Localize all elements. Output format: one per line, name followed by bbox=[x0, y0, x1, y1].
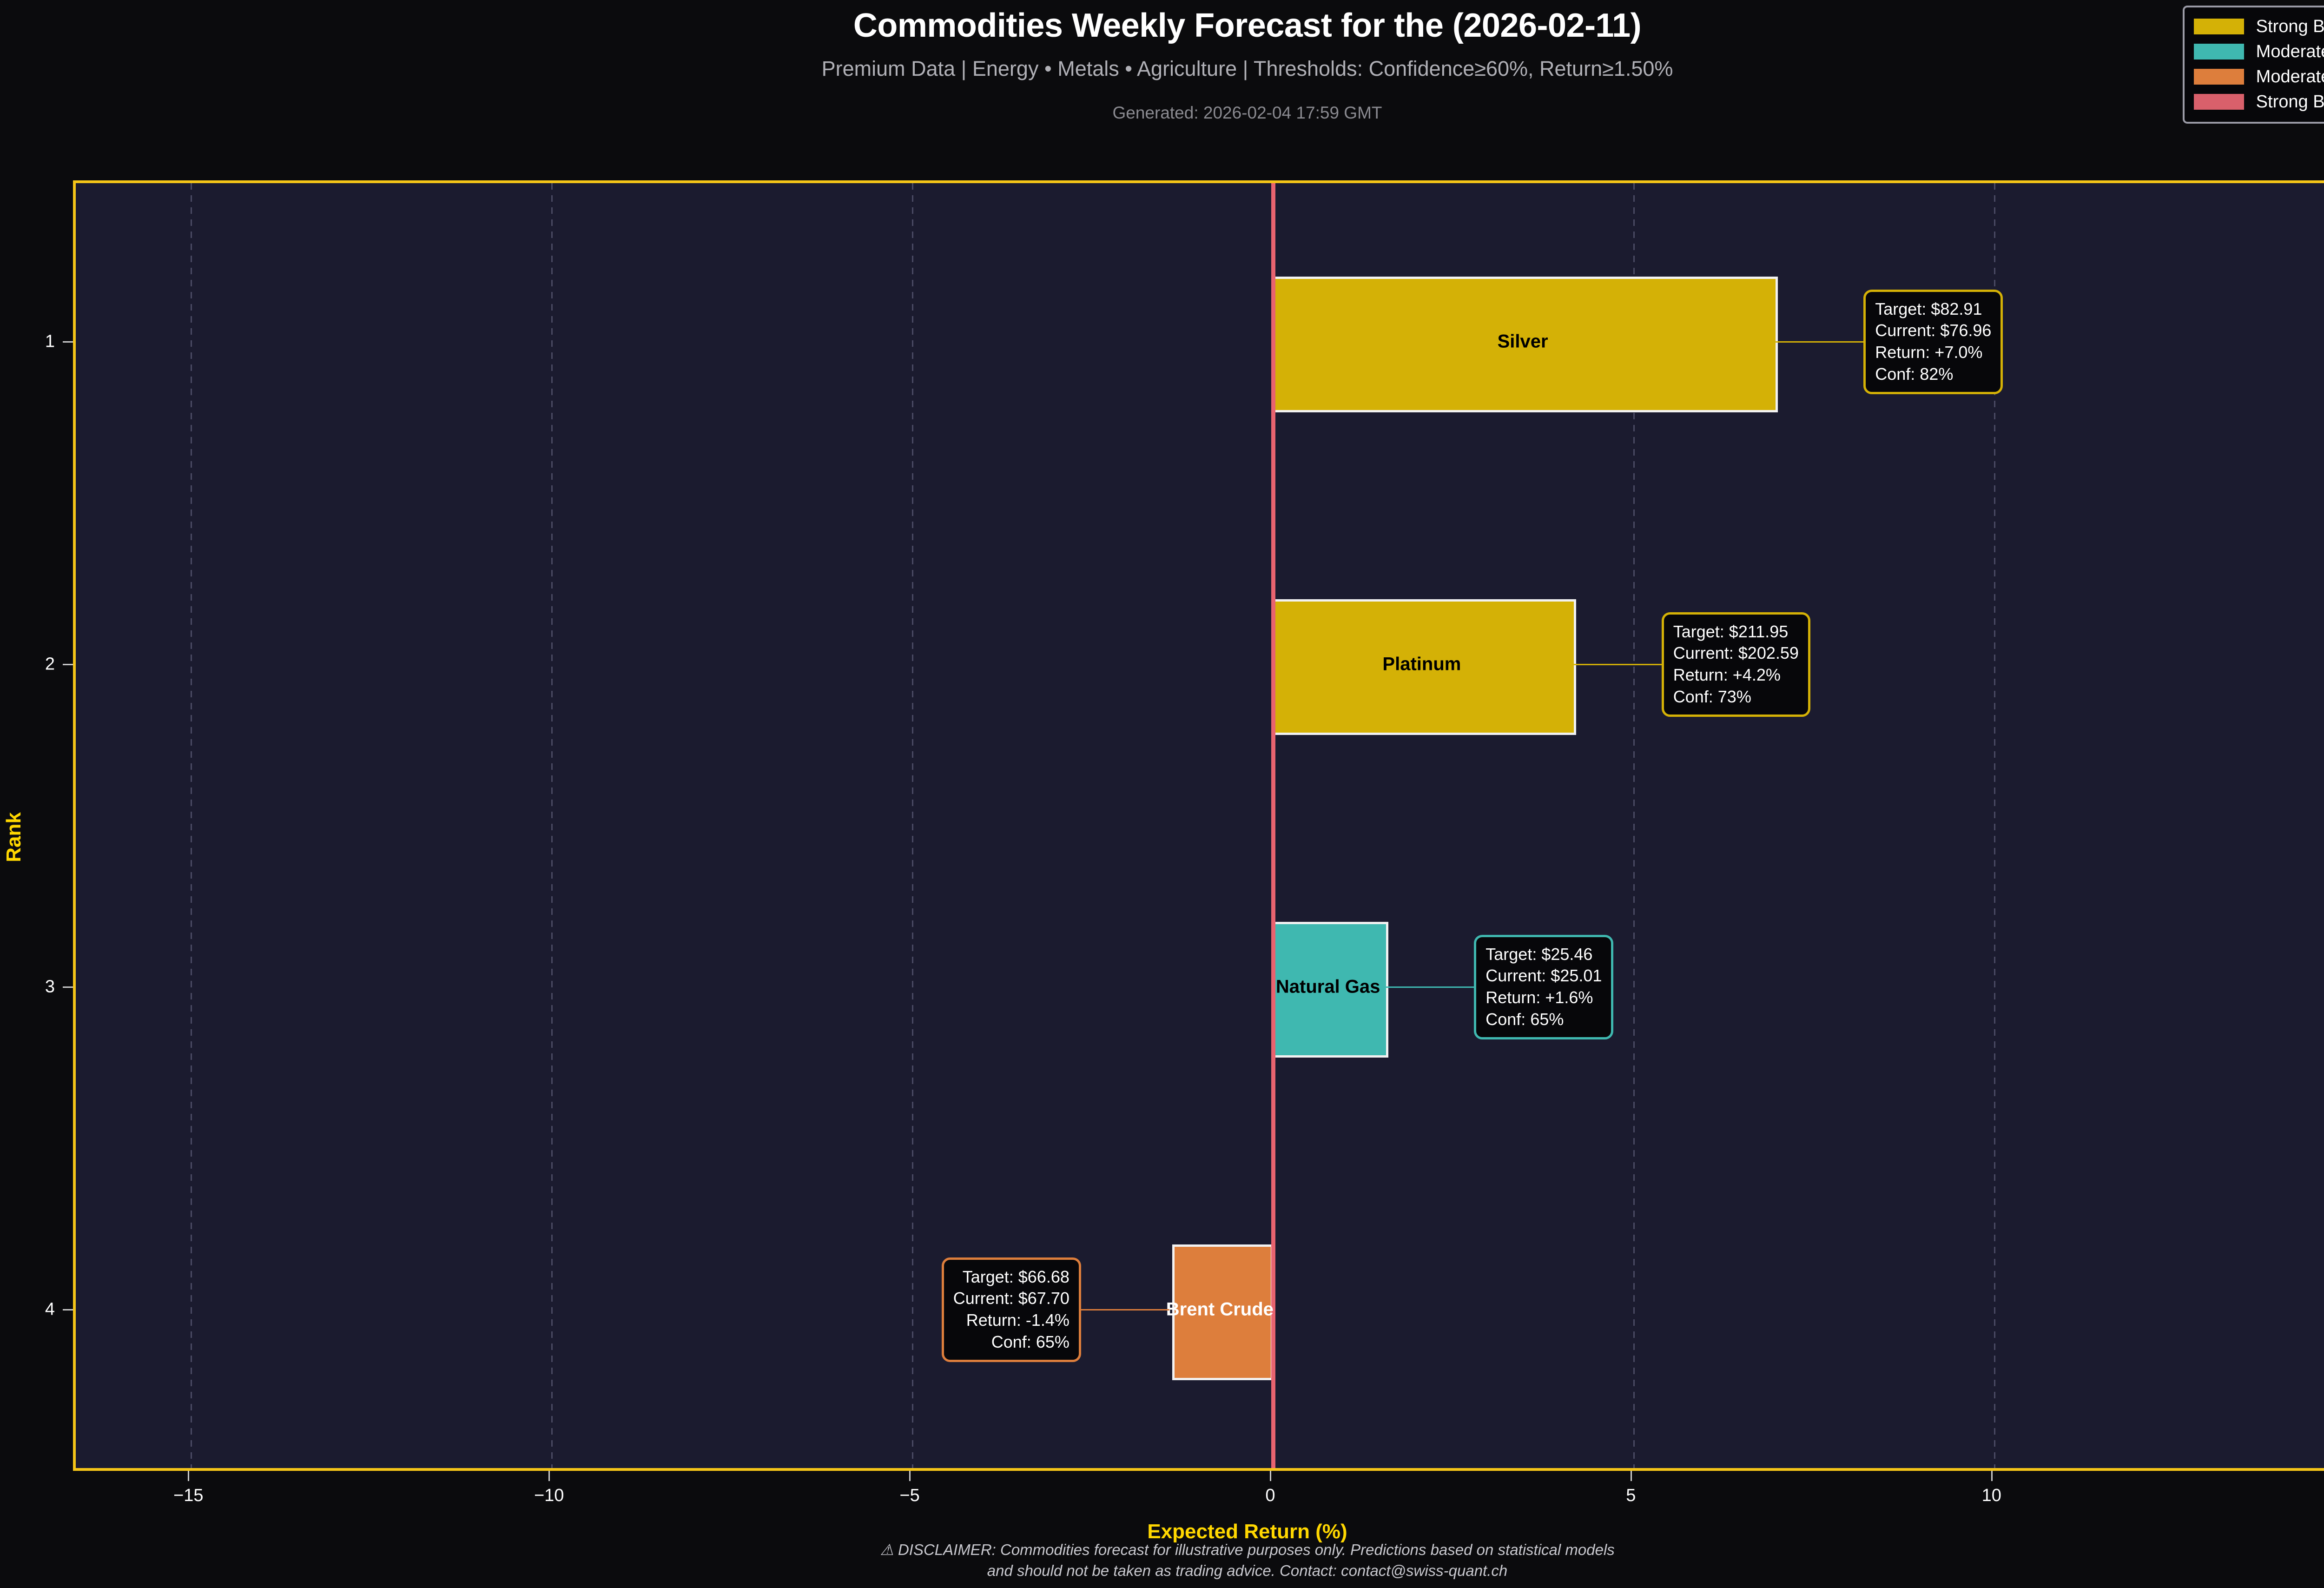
bar-label: Silver bbox=[1497, 331, 1548, 352]
callout-conf: Conf: 65% bbox=[1486, 1009, 1564, 1029]
callout-conf: Conf: 73% bbox=[1673, 687, 1751, 706]
y-axis-tick-label: 4 bbox=[45, 1299, 55, 1319]
callout-current: Current: $67.70 bbox=[953, 1289, 1070, 1308]
disclaimer-line-1: ⚠ DISCLAIMER: Commodities forecast for i… bbox=[880, 1541, 1615, 1558]
generated-timestamp: Generated: 2026-02-04 17:59 GMT bbox=[1112, 103, 1382, 122]
y-axis-tick bbox=[63, 341, 73, 343]
disclaimer-line-2: and should not be taken as trading advic… bbox=[987, 1562, 1508, 1579]
callout-current: Current: $25.01 bbox=[1486, 966, 1602, 986]
bar-label: Platinum bbox=[1382, 654, 1461, 675]
callout-target: Target: $66.68 bbox=[962, 1267, 1070, 1286]
grid-line bbox=[191, 183, 192, 1468]
x-axis-tick bbox=[1991, 1471, 1993, 1481]
callout-return: Return: +1.6% bbox=[1486, 988, 1593, 1007]
y-axis-tick-label: 3 bbox=[45, 977, 55, 997]
callout-return: Return: +7.0% bbox=[1875, 343, 1983, 362]
x-axis-tick-label: −15 bbox=[173, 1486, 204, 1505]
callout-conf: Conf: 65% bbox=[991, 1332, 1070, 1351]
legend-label: Strong Bullish (≥3%) bbox=[2256, 16, 2324, 36]
legend-item: Strong Bearish (≤-3%) bbox=[2193, 89, 2324, 114]
callout-target: Target: $211.95 bbox=[1673, 622, 1789, 641]
grid-line bbox=[1633, 183, 1635, 1468]
grid-line bbox=[551, 183, 553, 1468]
x-axis-label: Expected Return (%) bbox=[1147, 1520, 1347, 1543]
x-axis-tick-label: −10 bbox=[534, 1486, 564, 1505]
y-axis-tick-label: 1 bbox=[45, 331, 55, 351]
callout-platinum: Target: $211.95 Current: $202.59 Return: +… bbox=[1661, 612, 1810, 717]
callout-silver: Target: $82.91 Current: $76.96 Return: +7.… bbox=[1863, 289, 2003, 394]
page-title: Commodities Weekly Forecast for the (202… bbox=[853, 7, 1642, 44]
y-axis-label: Rank bbox=[2, 812, 25, 862]
grid-line bbox=[912, 183, 914, 1468]
callout-current: Current: $76.96 bbox=[1875, 321, 1992, 340]
callout-current: Current: $202.59 bbox=[1673, 643, 1799, 663]
legend-label: Moderate Bullish (0-3%) bbox=[2256, 41, 2324, 61]
bar-brent-crude[interactable] bbox=[1172, 1244, 1273, 1380]
y-axis-tick bbox=[63, 664, 73, 665]
disclaimer-footer: ⚠ DISCLAIMER: Commodities forecast for i… bbox=[0, 1540, 2324, 1581]
y-axis-tick-label: 2 bbox=[45, 654, 55, 674]
callout-target: Target: $82.91 bbox=[1875, 299, 1982, 318]
zero-reference-line bbox=[1271, 183, 1275, 1468]
legend-label: Moderate Bearish (0 to -3%) bbox=[2256, 66, 2324, 86]
x-axis-tick-label: 5 bbox=[1626, 1486, 1636, 1505]
legend-swatch-icon bbox=[2193, 94, 2244, 110]
x-axis-tick bbox=[188, 1471, 190, 1481]
callout-return: Return: +4.2% bbox=[1673, 665, 1781, 685]
legend-swatch-icon bbox=[2193, 69, 2244, 85]
callout-conf: Conf: 82% bbox=[1875, 364, 1954, 384]
callout-return: Return: -1.4% bbox=[966, 1310, 1070, 1330]
callout-connector bbox=[1081, 1309, 1169, 1310]
x-axis-tick-label: −5 bbox=[899, 1486, 920, 1505]
legend-label: Strong Bearish (≤-3%) bbox=[2256, 92, 2324, 112]
callout-connector bbox=[1386, 986, 1474, 988]
x-axis-tick bbox=[1630, 1471, 1632, 1481]
grid-line bbox=[1994, 183, 1995, 1468]
bar-label: Natural Gas bbox=[1275, 976, 1380, 997]
plot-area bbox=[73, 180, 2324, 1471]
x-axis-tick bbox=[548, 1471, 550, 1481]
y-axis-tick bbox=[63, 1309, 73, 1310]
legend-item: Moderate Bullish (0-3%) bbox=[2193, 39, 2324, 64]
y-axis-tick bbox=[63, 986, 73, 988]
legend-item: Moderate Bearish (0 to -3%) bbox=[2193, 64, 2324, 89]
callout-natural-gas: Target: $25.46 Current: $25.01 Return: +1.… bbox=[1474, 934, 1614, 1039]
callout-brent-crude: Target: $66.68 Current: $67.70 Return: -1.… bbox=[941, 1257, 1081, 1362]
x-axis-tick bbox=[1269, 1471, 1271, 1481]
bar-silver[interactable] bbox=[1273, 277, 1778, 412]
legend: Strong Bullish (≥3%) Moderate Bullish (0… bbox=[2182, 6, 2324, 124]
callout-connector bbox=[1775, 341, 1864, 343]
callout-target: Target: $25.46 bbox=[1486, 944, 1593, 964]
bar-label: Brent Crude bbox=[1166, 1299, 1274, 1320]
x-axis-tick bbox=[909, 1471, 911, 1481]
x-axis-tick-label: 10 bbox=[1981, 1486, 2001, 1505]
legend-swatch-icon bbox=[2193, 19, 2244, 34]
chart-subtitle: Premium Data | Energy • Metals • Agricul… bbox=[821, 57, 1673, 80]
legend-item: Strong Bullish (≥3%) bbox=[2193, 14, 2324, 39]
x-axis-tick-label: 0 bbox=[1265, 1486, 1275, 1505]
legend-swatch-icon bbox=[2193, 44, 2244, 60]
header-block: Commodities Weekly Forecast for the (202… bbox=[0, 0, 2324, 153]
callout-connector bbox=[1573, 664, 1662, 665]
